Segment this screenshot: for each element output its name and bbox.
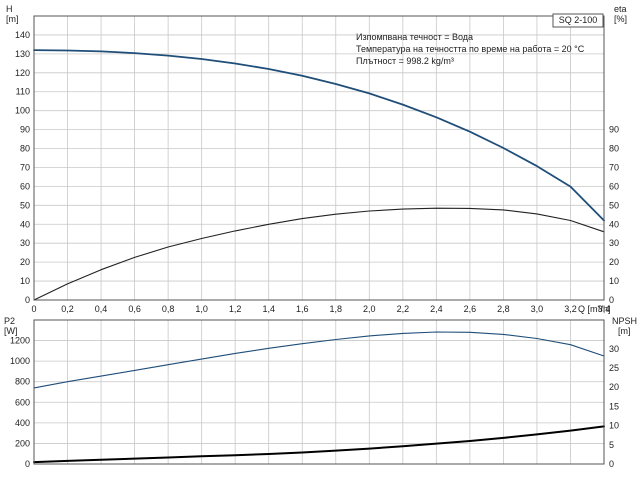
y-right-tick-label: 20	[609, 257, 619, 267]
y-right-tick-label: 5	[609, 440, 614, 450]
y-right-tick-label: 70	[609, 162, 619, 172]
y-right-tick-label: 25	[609, 363, 619, 373]
annotation-density: Плътност = 998.2 kg/m³	[356, 56, 454, 66]
y-left-tick-label: 110	[16, 87, 30, 97]
top-grid	[33, 16, 605, 301]
x-tick-label: 1,4	[262, 304, 275, 314]
x-tick-label: 1,8	[330, 304, 343, 314]
y-right-tick-label: 10	[609, 421, 619, 431]
top-plot-frame	[33, 15, 605, 301]
y-right-tick-label: 30	[609, 344, 619, 354]
y-left-tick-label: 400	[15, 418, 30, 428]
y-right-unit: [%]	[614, 14, 627, 24]
p2-axis-unit: [W]	[4, 326, 18, 336]
y-left-tick-label: 1000	[10, 356, 30, 366]
npsh-curve	[33, 425, 605, 464]
annotation-temperature: Температура на течността по време на раб…	[356, 44, 585, 54]
x-tick-label: 1,2	[229, 304, 242, 314]
y-left-tick-label: 130	[15, 49, 30, 59]
y-left-tick-label: 800	[15, 377, 30, 387]
y-right-tick-label: 30	[609, 238, 619, 248]
y-left-tick-label: 40	[20, 219, 30, 229]
y-left-tick-label: 30	[20, 238, 30, 248]
efficiency-curve	[33, 207, 605, 301]
x-tick-label: 3,2	[564, 304, 577, 314]
y-left-tick-label: 120	[15, 68, 30, 78]
y-right-tick-label: 90	[609, 125, 619, 135]
x-tick-label: 0,4	[95, 304, 108, 314]
y-left-tick-label: 100	[15, 106, 30, 116]
x-tick-label: 3,4	[598, 304, 611, 314]
y-right-tick-label: 15	[609, 401, 619, 411]
y-left-tick-label: 20	[20, 257, 30, 267]
power-curve	[33, 331, 605, 389]
p2-axis-label: P2	[4, 316, 15, 326]
bottom-ticks: 0 200 400 600 800 1000 1200 0 5 10 15 20 25 30	[10, 336, 619, 469]
x-axis-label: Q [m³/h]	[578, 304, 611, 314]
y-right-label: eta	[614, 4, 627, 14]
x-tick-label: 2,2	[397, 304, 410, 314]
y-left-tick-label: 80	[20, 144, 30, 154]
power-npsh-chart: 0 200 400 600 800 1000 1200 0 5 10 15 20 25 30 P2 [W]…	[4, 316, 637, 469]
y-right-tick-label: 0	[609, 295, 614, 305]
y-right-tick-label: 20	[609, 382, 619, 392]
y-left-tick-label: 200	[15, 438, 30, 448]
y-left-tick-label: 50	[20, 200, 30, 210]
x-tick-label: 0,2	[61, 304, 74, 314]
x-tick-label: 1,0	[195, 304, 208, 314]
annotation-liquid: Изпомпвана течност = Вода	[356, 32, 473, 42]
top-ticks: 0 0,2 0,4 0,6 0,8 1,0 1,2 1,4 1,6 1,8 2,0 2,2 2,4 2,6…	[15, 30, 619, 314]
y-left-tick-label: 60	[20, 181, 30, 191]
x-tick-label: 1,6	[296, 304, 309, 314]
y-right-tick-label: 50	[609, 200, 619, 210]
x-tick-label: 2,8	[497, 304, 510, 314]
y-left-tick-label: 140	[15, 30, 30, 40]
x-tick-label: 0,8	[162, 304, 175, 314]
y-right-tick-label: 60	[609, 181, 619, 191]
y-left-tick-label: 600	[15, 397, 30, 407]
npsh-axis-label: NPSH	[612, 316, 637, 326]
y-left-tick-label: 10	[20, 276, 30, 286]
x-tick-label: 2,4	[430, 304, 443, 314]
top-series	[33, 49, 605, 301]
x-tick-label: 3,0	[531, 304, 544, 314]
model-title: SQ 2-100	[559, 15, 598, 25]
bottom-plot-frame	[33, 319, 605, 465]
y-left-tick-label: 70	[20, 162, 30, 172]
y-left-tick-label: 1200	[10, 336, 30, 346]
head-curve	[33, 49, 605, 222]
y-left-label: H	[6, 4, 13, 14]
x-tick-label: 0	[31, 304, 36, 314]
y-right-tick-label: 40	[609, 219, 619, 229]
bottom-series	[33, 331, 605, 464]
annotations: Изпомпвана течност = Вода Температура на…	[356, 32, 585, 66]
x-tick-label: 2,0	[363, 304, 376, 314]
y-left-tick-label: 0	[25, 459, 30, 469]
model-title-box	[552, 13, 604, 28]
npsh-axis-unit: [m]	[618, 326, 631, 336]
y-left-unit: [m]	[6, 14, 19, 24]
head-efficiency-chart: 0 0,2 0,4 0,6 0,8 1,0 1,2 1,4 1,6 1,8 2,0 2,2 2,4 2,6…	[6, 4, 627, 314]
y-left-tick-label: 0	[25, 295, 30, 305]
x-tick-label: 2,6	[464, 304, 477, 314]
y-right-tick-label: 80	[609, 144, 619, 154]
y-left-tick-label: 90	[20, 125, 30, 135]
x-tick-label: 0,6	[128, 304, 141, 314]
y-right-tick-label: 10	[609, 276, 619, 286]
y-right-tick-label: 0	[609, 459, 614, 469]
